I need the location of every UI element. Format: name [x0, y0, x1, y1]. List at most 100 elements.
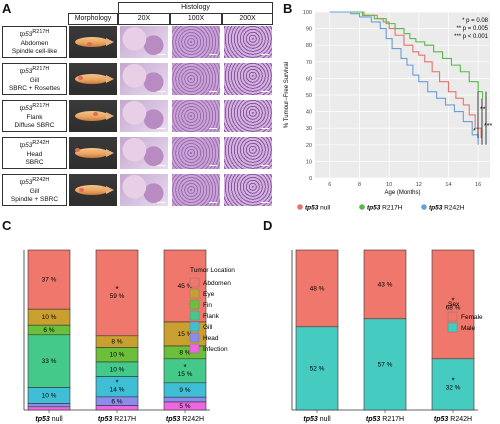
segment-label: 10 % — [110, 352, 125, 359]
histology-200x-3 — [224, 100, 272, 132]
legend-swatch — [447, 322, 458, 333]
bar-segment — [295, 249, 339, 328]
x-tick-label: tp53 R217H — [366, 416, 404, 423]
fish-photo-5 — [69, 174, 117, 206]
bar-segment — [27, 406, 71, 411]
survival-chart: 0 10 20 30 40 50 60 70 80 90 100 6 8 10 12 14 16 Age (Mon… — [284, 10, 492, 212]
x-tick-label: 10 — [386, 182, 392, 188]
gene: tp53 — [19, 179, 33, 187]
segment-label: 57 % — [378, 361, 393, 368]
fish-photo-3 — [69, 100, 117, 132]
survival-line — [329, 11, 479, 145]
mag-20x-header: 20X — [118, 13, 170, 25]
gene: tp53 — [19, 105, 33, 113]
segment-label: 6 % — [111, 398, 122, 405]
segment-label: 10 % — [110, 366, 125, 373]
tumor-type: Spindle cell-like — [11, 47, 58, 55]
bar-segment — [163, 396, 207, 403]
bar-segment — [363, 318, 407, 411]
histology-100x-2 — [172, 63, 220, 95]
star-mark: *** — [484, 123, 492, 130]
mag-200x-header: 200X — [222, 13, 273, 25]
histology-100x-5 — [172, 174, 220, 206]
tumor-type: SBRC + Rosettes — [8, 84, 61, 92]
y-tick-label: 60 — [306, 76, 312, 82]
significance-label: * p = 0.08 — [462, 18, 489, 24]
histology-100x-3 — [172, 100, 220, 132]
morphology-header: Morphology — [68, 13, 118, 25]
segment-label: 59 % — [110, 293, 125, 300]
star-mark: * — [473, 128, 476, 135]
segment-label: 33 % — [42, 358, 57, 365]
fish-photo-2 — [69, 63, 117, 95]
segment-label: 15 % — [178, 331, 193, 338]
mag-100x-header: 100X — [170, 13, 222, 25]
bar-segment — [95, 405, 139, 411]
segment-label: 15 % — [178, 371, 193, 378]
segment-label: 52 % — [310, 365, 325, 372]
row-label-3: tp53R217H Flank Diffuse SBRC — [2, 100, 67, 132]
x-tick-label: tp53 R242H — [434, 416, 472, 423]
tumor-site: Gill — [29, 187, 40, 195]
tumor-type: Spindle + SBRC — [10, 195, 59, 203]
bar-segment — [95, 249, 139, 337]
segment-label: 8 % — [179, 349, 190, 356]
histology-20x-1 — [120, 26, 168, 58]
legend-swatch — [421, 204, 427, 210]
row-label-1: tp53R217H Abdomen Spindle cell-like — [2, 26, 67, 58]
x-tick-label: tp53 null — [35, 416, 63, 423]
legend-title: Sex — [448, 301, 460, 308]
significance-label: *** p < 0.001 — [454, 34, 489, 40]
segment-label: 10 % — [42, 314, 57, 321]
legend-swatch — [189, 277, 200, 288]
histology-100x-4 — [172, 137, 220, 169]
x-tick-label: 8 — [358, 182, 361, 188]
bar-segment — [295, 326, 339, 411]
y-tick-label: 10 — [306, 159, 312, 165]
segment-label: 37 % — [42, 277, 57, 284]
histology-100x-1 — [172, 26, 220, 58]
allele: R242H — [32, 177, 50, 184]
segment-label: 45 % — [178, 283, 193, 290]
legend-label: Head — [203, 335, 219, 342]
segment-label: 5 % — [179, 403, 190, 410]
histology-200x-1 — [224, 26, 272, 58]
legend-label: tp53 R217H — [367, 205, 403, 212]
legend-swatch — [297, 204, 303, 210]
star-mark: ** — [480, 107, 486, 114]
segment-label: 43 % — [378, 281, 393, 288]
tumor-site: Gill — [29, 76, 40, 84]
survival-line — [329, 11, 484, 99]
segment-label: 8 % — [111, 339, 122, 346]
y-tick-label: 20 — [306, 143, 312, 149]
row-label-5: tp53R242H Gill Spindle + SBRC — [2, 174, 67, 206]
y-tick-label: 40 — [306, 110, 312, 116]
x-tick-label: 6 — [328, 182, 331, 188]
star-mark: * — [115, 285, 118, 294]
legend-label: Gill — [203, 324, 213, 331]
legend-label: Fin — [203, 302, 212, 309]
gene: tp53 — [19, 31, 33, 39]
bar-segment — [431, 249, 475, 360]
panel-c-letter: C — [2, 218, 12, 233]
star-mark: * — [115, 379, 118, 388]
legend-label: tp53 null — [305, 205, 331, 212]
star-mark: * — [451, 376, 454, 385]
y-tick-label: 30 — [306, 126, 312, 132]
significance-label: ** p = 0.005 — [456, 26, 488, 32]
panel-b-letter: B — [283, 1, 293, 16]
gene: tp53 — [19, 68, 33, 76]
x-tick-label: 14 — [445, 182, 451, 188]
legend-label: Male — [461, 325, 475, 332]
x-tick-label: 12 — [416, 182, 422, 188]
x-tick-label: tp53 null — [303, 416, 331, 423]
segment-label: 10 % — [42, 393, 57, 400]
histology-20x-4 — [120, 137, 168, 169]
segment-label: 48 % — [310, 285, 325, 292]
panel-a-letter: A — [2, 1, 12, 16]
fish-photo-1 — [69, 26, 117, 58]
histology-20x-5 — [120, 174, 168, 206]
legend-title: Tumor Location — [190, 267, 235, 274]
